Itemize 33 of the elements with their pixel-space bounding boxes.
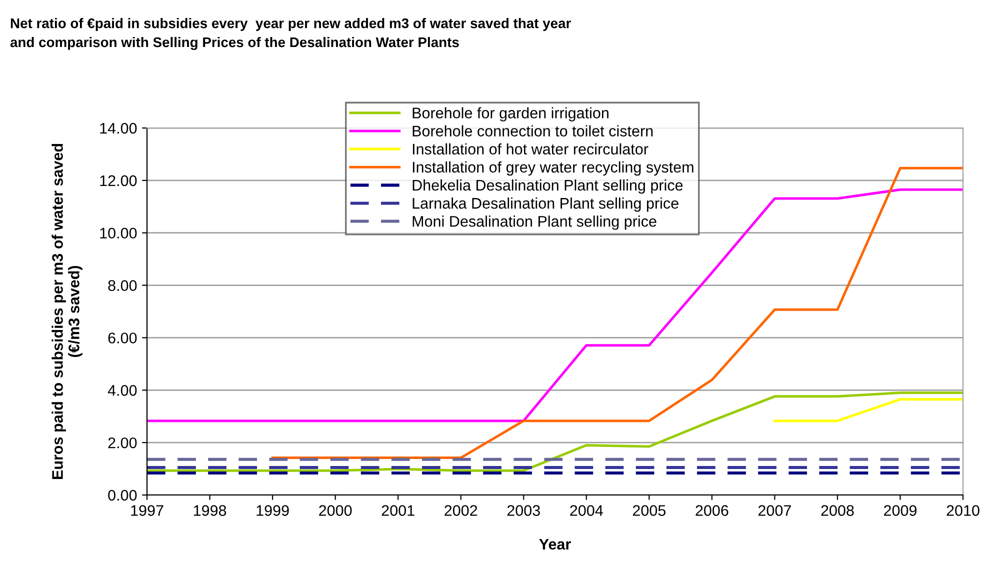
y-tick-label: 2.00 — [108, 437, 137, 448]
line-series — [147, 392, 963, 472]
x-tick-label: 2000 — [319, 505, 352, 516]
x-tick-label: 2003 — [507, 505, 540, 516]
legend-label: Installation of hot water recirculator — [412, 143, 648, 155]
x-tick-label: 1999 — [256, 505, 289, 516]
legend-label: Borehole for garden irrigation — [412, 107, 608, 122]
y-tick-label: 0.00 — [108, 490, 137, 501]
legend-label: Borehole connection to toilet cistern — [412, 125, 653, 136]
x-tick-label: 2008 — [821, 505, 854, 516]
x-tick-label: 2002 — [444, 505, 478, 516]
y-tick-label: 14.00 — [100, 122, 137, 134]
x-tick-label: 1998 — [194, 505, 226, 516]
chart-title: Net ratio of €paid in subsidies every year per new added m3 of water saved that year and comparison with Selling Prices of the Desalination Water Plants — [10, 18, 571, 50]
x-tick-label: 2006 — [696, 505, 728, 516]
legend-label: Larnaka Desalination Plant selling price — [412, 198, 678, 212]
legend-label: Moni Desalination Plant selling price — [412, 216, 656, 230]
y-tick-label: 10.00 — [100, 228, 137, 239]
y-tick-label: 4.00 — [108, 385, 137, 396]
y-tick-label: 8.00 — [108, 280, 137, 291]
x-tick-label: 2009 — [884, 505, 916, 516]
y-tick-label: 6.00 — [108, 332, 137, 344]
legend-label: Dhekelia Desalination Plant selling price — [412, 179, 683, 194]
x-tick-label: 2005 — [632, 505, 666, 516]
x-tick-label: 2001 — [382, 505, 414, 516]
y-tick-label: 12.00 — [100, 175, 137, 186]
x-tick-label: 1997 — [131, 505, 164, 516]
x-tick-label: 2010 — [946, 505, 980, 516]
x-axis-title: Year — [539, 538, 571, 550]
x-tick-label: 2007 — [758, 505, 791, 516]
y-axis-title: Euros paid to subsidies per m3 of water saved (€/m3 saved) — [52, 144, 82, 479]
x-tick-label: 2004 — [570, 505, 603, 516]
legend-label: Installation of grey water recycling system — [412, 161, 694, 176]
